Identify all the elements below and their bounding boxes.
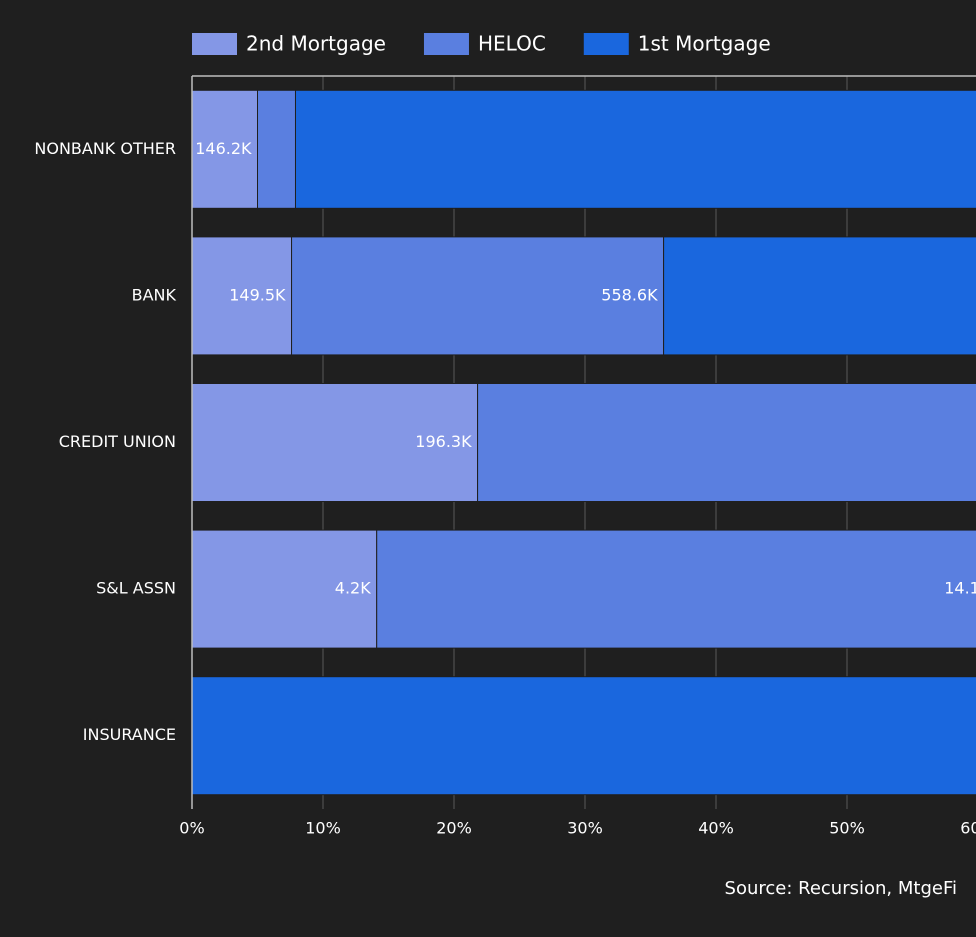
legend-swatch — [192, 33, 237, 55]
bar-segment — [191, 236, 293, 356]
x-tick-label: 10% — [305, 819, 341, 838]
legend-swatch — [423, 33, 469, 55]
bar-segment — [376, 529, 976, 649]
bar-segment — [191, 529, 378, 649]
source: Source: Recursion, MtgeFi — [725, 878, 957, 899]
bar-segment — [257, 89, 296, 209]
x-tick-label: 0% — [179, 819, 204, 838]
data-label: 196.3K — [415, 432, 472, 451]
data-label: 146.2K — [195, 139, 252, 158]
x-tick-label: 60% — [960, 819, 976, 838]
data-label: 14.1K — [944, 579, 976, 598]
bar-segment — [291, 236, 665, 356]
bar-segment — [191, 383, 479, 502]
x-tick-label: 30% — [567, 819, 603, 838]
bar-segment — [663, 236, 976, 356]
x-tick-label: 20% — [436, 819, 472, 838]
y-tick-label: INSURANCE — [83, 725, 176, 744]
y-tick-label: BANK — [132, 285, 177, 304]
legend-label: 2nd Mortgage — [246, 32, 386, 56]
bar-segment — [294, 89, 976, 209]
data-label: 4.2K — [335, 579, 371, 598]
y-tick-label: S&L ASSN — [96, 579, 176, 598]
data-label: 149.5K — [229, 285, 286, 304]
legend-label: 1st Mortgage — [638, 32, 771, 56]
legend-swatch — [583, 33, 629, 55]
data-label: 558.6K — [601, 285, 658, 304]
y-tick-label: CREDIT UNION — [59, 432, 176, 451]
x-tick-label: 50% — [829, 819, 865, 838]
bar-segment — [477, 383, 976, 502]
x-tick-label: 40% — [698, 819, 734, 838]
y-tick-label: NONBANK OTHER — [34, 139, 176, 158]
legend-label: HELOC — [478, 32, 546, 56]
bar-segment — [191, 676, 976, 796]
